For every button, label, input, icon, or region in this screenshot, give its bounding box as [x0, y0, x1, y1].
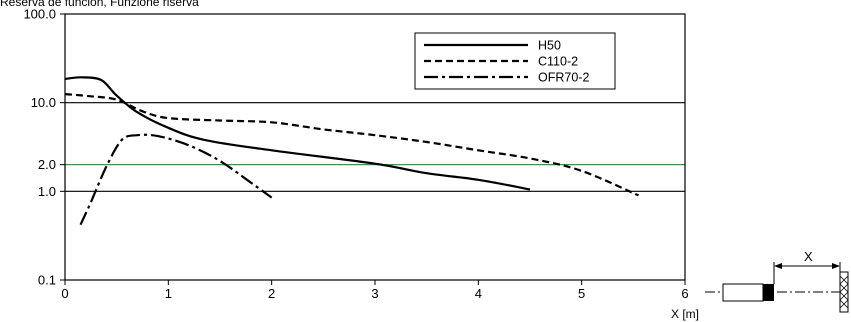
legend-label: H50	[538, 39, 561, 53]
sensor-body	[722, 283, 764, 302]
legend-label: OFR70-2	[538, 71, 589, 85]
series-line-c110-2	[64, 93, 639, 197]
sensor-diagram: X	[705, 249, 849, 313]
target-hatching	[839, 275, 849, 309]
series-line-ofr70-2	[79, 133, 273, 226]
chart-title: Reserva de función, Funzione riserva	[0, 0, 199, 9]
x-axis-label: X [m]	[671, 307, 699, 321]
x-tick-label: 6	[681, 286, 688, 301]
x-tick-label: 5	[578, 286, 585, 301]
series-layer	[64, 76, 639, 226]
arrow-head-left	[774, 263, 782, 269]
x-tick-label: 1	[165, 286, 172, 301]
y-tick-label: 10.0	[31, 95, 56, 110]
reference-lines	[65, 102, 685, 192]
x-tick-label: 4	[475, 286, 482, 301]
arrow-head-right	[832, 263, 840, 269]
y-tick-label: 2.0	[38, 157, 56, 172]
x-tick-label: 0	[61, 286, 68, 301]
y-tick-label: 1.0	[38, 184, 56, 199]
series-line-h50	[64, 76, 531, 191]
x-tick-label: 2	[268, 286, 275, 301]
x-tick-label: 3	[371, 286, 378, 301]
legend: H50 C110-2 OFR70-2	[414, 32, 616, 90]
distance-label: X	[804, 249, 813, 264]
y-tick-label: 0.1	[38, 273, 56, 288]
sensor-lens	[763, 284, 774, 301]
y-tick-label: 100.0	[23, 7, 56, 22]
tick-layer: 0 1 2 3 4 5 6 0.1 1.0 2.0 10.0 100.0	[23, 7, 688, 302]
target-surface	[839, 271, 849, 313]
legend-label: C110-2	[538, 55, 578, 69]
